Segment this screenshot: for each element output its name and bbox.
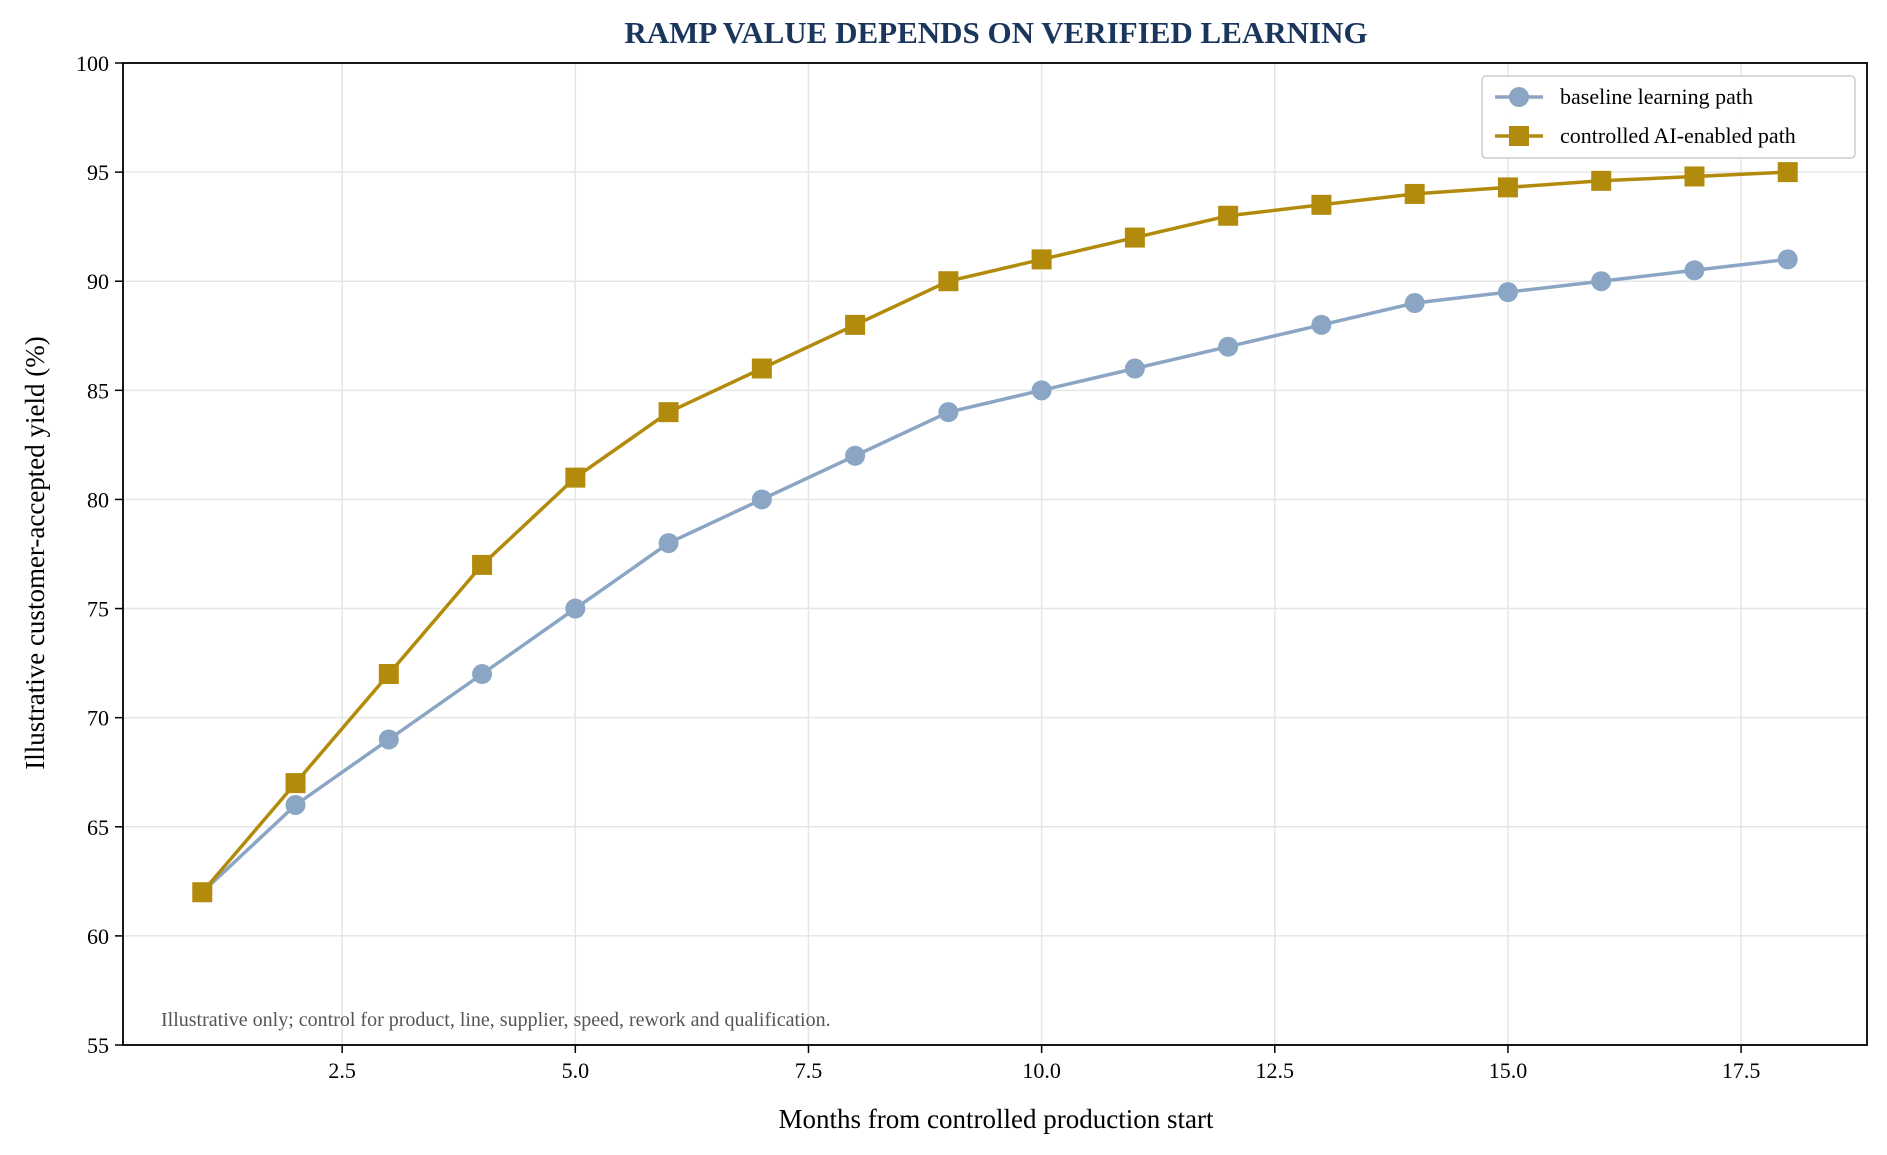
data-point-circle	[285, 794, 306, 815]
data-point-square	[1497, 177, 1518, 198]
data-point-circle	[938, 402, 959, 423]
plot-frame	[122, 62, 1868, 1046]
axis-ticks: 2.5 5.0 7.5 10.0 12.5 15.0 17.5 55 60 65 70 75 80 85 9…	[76, 51, 1760, 1083]
data-point-circle	[378, 729, 399, 750]
data-point-square	[845, 314, 866, 335]
data-point-square	[378, 664, 399, 685]
data-point-circle	[1684, 260, 1705, 281]
x-axis-label: Months from controlled production start	[779, 1104, 1214, 1134]
y-tick-label: 90	[87, 269, 109, 294]
data-point-square	[1777, 162, 1798, 183]
data-point-square	[1311, 194, 1332, 215]
data-point-square	[1684, 166, 1705, 187]
legend-box	[1481, 75, 1856, 159]
legend: baseline learning path controlled AI-enab…	[1481, 75, 1856, 159]
y-tick-label: 70	[87, 706, 109, 731]
y-tick-label: 55	[87, 1033, 109, 1058]
x-tick-label: 7.5	[795, 1058, 823, 1083]
legend-label: baseline learning path	[1560, 84, 1753, 109]
x-tick-label: 17.5	[1722, 1058, 1761, 1083]
x-tick-label: 10.0	[1022, 1058, 1061, 1083]
y-tick-label: 75	[87, 597, 109, 622]
data-point-circle	[1497, 282, 1518, 303]
data-point-square	[751, 358, 772, 379]
y-tick-label: 80	[87, 487, 109, 512]
y-tick-label: 95	[87, 160, 109, 185]
data-point-square	[1591, 170, 1612, 191]
data-point-square	[1124, 227, 1145, 248]
x-tick-label: 2.5	[328, 1058, 356, 1083]
legend-label: controlled AI-enabled path	[1560, 123, 1796, 148]
data-point-circle	[1404, 293, 1425, 314]
data-point-circle	[1777, 249, 1798, 270]
data-point-circle	[1124, 358, 1145, 379]
y-tick-label: 60	[87, 924, 109, 949]
y-tick-label: 85	[87, 378, 109, 403]
series-line-2	[200, 170, 1788, 894]
data-point-square	[938, 271, 959, 292]
data-point-square	[285, 773, 306, 794]
data-point-square	[658, 402, 679, 423]
data-point-square	[565, 467, 586, 488]
data-point-circle	[472, 664, 493, 685]
y-tick-label: 65	[87, 815, 109, 840]
data-point-square	[1218, 205, 1239, 226]
data-point-circle	[1218, 336, 1239, 357]
annotation-note: Illustrative only; control for product, …	[161, 1009, 831, 1031]
data-point-circle	[751, 489, 772, 510]
data-point-square	[192, 882, 213, 903]
x-tick-label: 12.5	[1256, 1058, 1295, 1083]
data-point-circle	[1311, 314, 1332, 335]
legend-marker-circle	[1509, 87, 1529, 107]
data-point-circle	[658, 533, 679, 554]
data-point-square	[1404, 183, 1425, 204]
data-point-square	[472, 554, 493, 575]
data-point-circle	[565, 598, 586, 619]
x-tick-label: 15.0	[1489, 1058, 1528, 1083]
legend-marker-square	[1509, 126, 1529, 146]
x-tick-label: 5.0	[562, 1058, 590, 1083]
chart-title: RAMP VALUE DEPENDS ON VERIFIED LEARNING	[624, 15, 1367, 50]
y-axis-label: Illustrative customer-accepted yield (%)	[20, 336, 50, 770]
data-point-circle	[1591, 271, 1612, 292]
y-tick-label: 100	[76, 51, 109, 76]
data-point-circle	[845, 445, 866, 466]
series-layer	[192, 162, 1798, 903]
data-point-circle	[1031, 380, 1052, 401]
data-point-square	[1031, 249, 1052, 270]
series-line-1	[201, 257, 1788, 894]
